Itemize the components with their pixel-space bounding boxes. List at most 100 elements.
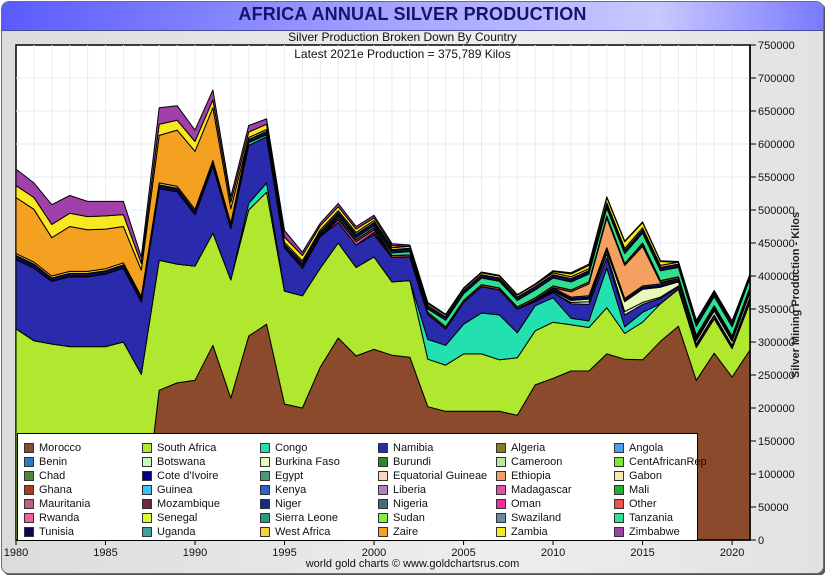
x-tick-label: 1990 <box>183 547 207 559</box>
legend-label: Namibia <box>393 442 434 454</box>
chart-title: AFRICA ANNUAL SILVER PRODUCTION <box>238 4 587 24</box>
legend-label: Botswana <box>157 456 206 468</box>
legend-swatch <box>378 513 388 523</box>
latest-production-annotation: Latest 2021e Production = 375,789 Kilos <box>294 47 511 61</box>
y-tick-label: 250000 <box>758 370 795 382</box>
legend-label: Uganda <box>157 526 196 538</box>
legend-item: Burundi <box>378 455 496 469</box>
legend-label: Senegal <box>157 512 198 524</box>
legend-swatch <box>260 443 270 453</box>
legend-label: Zimbabwe <box>629 526 680 538</box>
legend-swatch <box>614 471 624 481</box>
x-tick-label: 1980 <box>4 547 28 559</box>
legend-label: Niger <box>275 498 302 510</box>
legend-item: Swaziland <box>496 511 614 525</box>
legend-swatch <box>496 485 506 495</box>
legend-item: Ethiopia <box>496 469 614 483</box>
legend-item: Benin <box>24 455 142 469</box>
legend-item: Botswana <box>142 455 260 469</box>
legend-item: Tanzania <box>614 511 732 525</box>
legend-label: Morocco <box>39 442 82 454</box>
legend-item: Oman <box>496 497 614 511</box>
legend-item: Morocco <box>24 441 142 455</box>
x-axis: 1980 1985 1990 1995 2000 2005 2010 2015 2020 <box>4 539 750 559</box>
chart-subtitle: Silver Production Broken Down By Country <box>288 30 517 44</box>
legend-item: Sierra Leone <box>260 511 378 525</box>
legend-item: Tunisia <box>24 525 142 539</box>
legend-item: Liberia <box>378 483 496 497</box>
x-tick-label: 2010 <box>541 547 565 559</box>
legend-label: Other <box>629 498 657 510</box>
title-bar <box>2 2 823 31</box>
legend-item: Zambia <box>496 525 614 539</box>
legend-label: Congo <box>275 442 308 454</box>
y-tick-label: 500000 <box>758 205 795 217</box>
legend-item: South Africa <box>142 441 260 455</box>
legend-swatch <box>142 457 152 467</box>
legend-item: Equatorial Guineae <box>378 469 496 483</box>
legend-label: Tunisia <box>39 526 75 538</box>
legend-label: Equatorial Guineae <box>393 470 488 482</box>
legend-item: Gabon <box>614 469 732 483</box>
legend-swatch <box>260 527 270 537</box>
y-tick-label: 150000 <box>758 436 795 448</box>
legend-swatch <box>260 457 270 467</box>
legend-swatch <box>378 527 388 537</box>
y-axis-label: Silver Mining Production - Kilos <box>790 211 802 379</box>
legend-swatch <box>378 443 388 453</box>
legend-label: Egypt <box>275 470 304 482</box>
legend-item: Nigeria <box>378 497 496 511</box>
y-tick-label: 100000 <box>758 469 795 481</box>
legend-label: Swaziland <box>511 512 562 524</box>
legend-item: Sudan <box>378 511 496 525</box>
x-tick-label: 2015 <box>630 547 654 559</box>
legend-item: Zaire <box>378 525 496 539</box>
legend-label: Zambia <box>511 526 548 538</box>
legend-label: Gabon <box>629 470 663 482</box>
legend-item: Madagascar <box>496 483 614 497</box>
legend-item: Uganda <box>142 525 260 539</box>
y-tick-label: 400000 <box>758 271 795 283</box>
legend-label: CentAfricanRep <box>629 456 707 468</box>
legend-item: Chad <box>24 469 142 483</box>
legend-item: Kenya <box>260 483 378 497</box>
legend-item: Burkina Faso <box>260 455 378 469</box>
legend-swatch <box>24 513 34 523</box>
legend-swatch <box>260 471 270 481</box>
legend-item: Other <box>614 497 732 511</box>
legend-swatch <box>142 443 152 453</box>
legend-label: Liberia <box>393 484 427 496</box>
y-tick-label: 200000 <box>758 403 795 415</box>
legend-item: Angola <box>614 441 732 455</box>
legend-swatch <box>24 471 34 481</box>
y-tick-label: 750000 <box>758 40 795 52</box>
legend-swatch <box>142 499 152 509</box>
legend-swatch <box>24 499 34 509</box>
legend-swatch <box>142 527 152 537</box>
legend-label: South Africa <box>157 442 217 454</box>
legend-item: Rwanda <box>24 511 142 525</box>
legend-label: Zaire <box>393 526 419 538</box>
legend-label: Mali <box>629 484 650 496</box>
y-tick-label: 650000 <box>758 106 795 118</box>
legend-label: Cote d'Ivoire <box>157 470 219 482</box>
y-tick-label: 300000 <box>758 337 795 349</box>
legend-label: Mauritania <box>39 498 91 510</box>
legend-label: Sierra Leone <box>275 512 338 524</box>
x-tick-label: 2000 <box>362 547 386 559</box>
legend-item: Mauritania <box>24 497 142 511</box>
legend-label: Cameroon <box>511 456 563 468</box>
legend-grid: Morocco South Africa Congo Namibia Algeria An… <box>24 441 732 539</box>
legend-swatch <box>614 527 624 537</box>
legend-swatch <box>24 443 34 453</box>
legend-swatch <box>496 527 506 537</box>
y-tick-label: 50000 <box>758 502 789 514</box>
legend-label: Guinea <box>157 484 193 496</box>
legend-label: Burkina Faso <box>275 456 340 468</box>
legend-swatch <box>260 485 270 495</box>
legend-label: Angola <box>629 442 664 454</box>
legend-item: Congo <box>260 441 378 455</box>
legend-swatch <box>496 513 506 523</box>
legend-swatch <box>260 513 270 523</box>
legend-swatch <box>142 513 152 523</box>
